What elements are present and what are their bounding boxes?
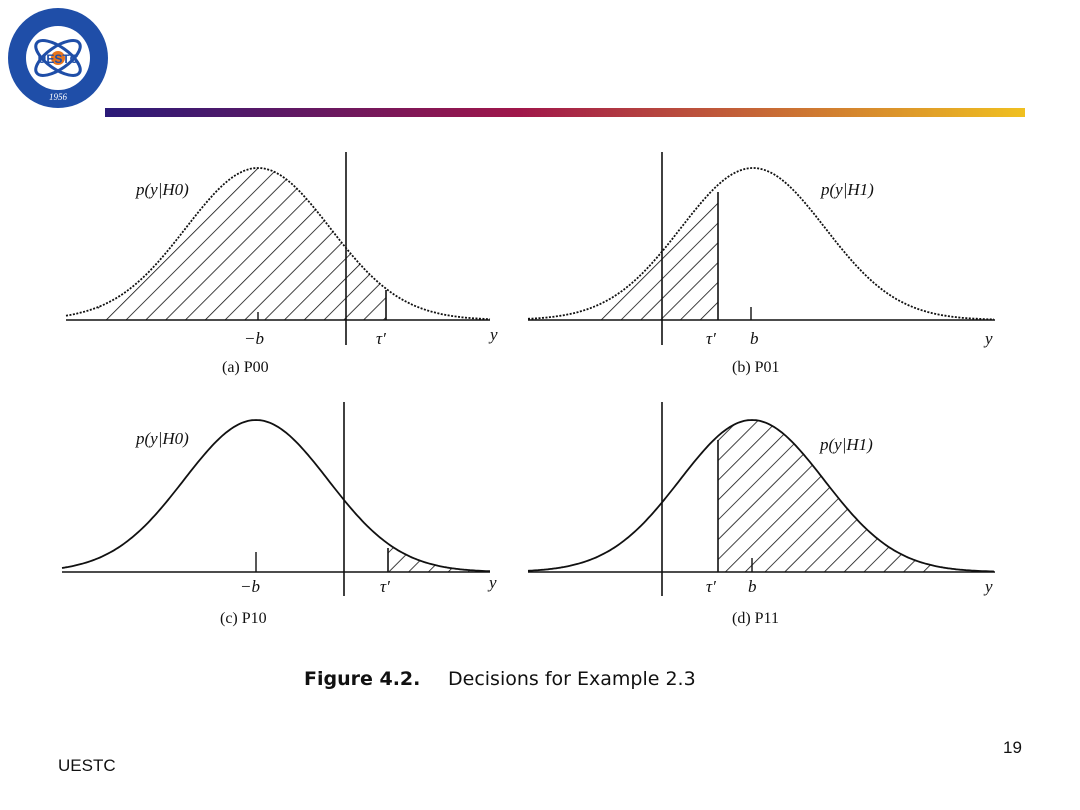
panel-c-density-curve — [61, 419, 490, 573]
panel-d-axis-variable: y — [983, 577, 993, 596]
panel-b-curve-label: p(y|H1) — [820, 180, 874, 199]
logo-year: 1956 — [49, 92, 68, 102]
panel-b-shaded-region — [598, 184, 718, 320]
panel-a-shaded-region — [98, 168, 386, 320]
figure-caption-label: Figure 4.2. — [304, 668, 420, 690]
panel-c-tick-threshold: τ′ — [380, 577, 390, 596]
panel-b-tick-threshold: τ′ — [706, 329, 716, 348]
panel-c-p10: p(y|H0) −b τ′ y (c) P10 — [61, 402, 497, 627]
page-number: 19 — [1003, 738, 1022, 757]
logo-center-text: UESTC — [38, 52, 79, 66]
uestc-logo: UESTC 1956 — [8, 8, 108, 108]
decision-figure: p(y|H0) −b τ′ y (a) P00 p(y|H1) τ′ b y (… — [61, 152, 995, 690]
panel-a-sub-label: (a) P00 — [222, 359, 269, 376]
panel-a-axis-variable: y — [488, 325, 498, 344]
panel-d-tick-threshold: τ′ — [706, 577, 716, 596]
panel-b-p01: p(y|H1) τ′ b y (b) P01 — [527, 152, 995, 376]
panel-d-p11: p(y|H1) τ′ b y (d) P11 — [527, 402, 995, 627]
logo-orbit-1 — [34, 39, 82, 77]
panel-b-axis-variable: y — [983, 329, 993, 348]
panel-d-curve-label: p(y|H1) — [819, 435, 873, 454]
panel-a-tick-threshold: τ′ — [376, 329, 386, 348]
panel-b-tick-mean: b — [750, 329, 759, 348]
header-gradient-bar — [105, 108, 1025, 117]
panel-d-tick-mean: b — [748, 577, 757, 596]
panel-c-sub-label: (c) P10 — [220, 610, 267, 627]
logo-nucleus — [51, 51, 65, 65]
panel-d-density-curve — [527, 419, 995, 573]
panel-a-density-curve — [65, 167, 491, 321]
logo-orbit-2 — [34, 39, 82, 77]
figure-caption-text: Decisions for Example 2.3 — [448, 668, 696, 690]
panel-c-curve-label: p(y|H0) — [135, 429, 189, 448]
panel-a-p00: p(y|H0) −b τ′ y (a) P00 — [65, 152, 498, 376]
panel-b-density-curve — [527, 167, 994, 321]
panel-a-curve-label: p(y|H0) — [135, 180, 189, 199]
panel-d-sub-label: (d) P11 — [732, 610, 779, 627]
panel-c-axis-variable: y — [487, 573, 497, 592]
panel-c-shaded-region — [388, 543, 478, 572]
footer-institution: UESTC — [58, 756, 116, 775]
panel-a-tick-mean: −b — [244, 329, 264, 348]
panel-b-sub-label: (b) P01 — [732, 359, 780, 376]
panel-d-shaded-region — [718, 420, 938, 572]
panel-c-tick-mean: −b — [240, 577, 260, 596]
